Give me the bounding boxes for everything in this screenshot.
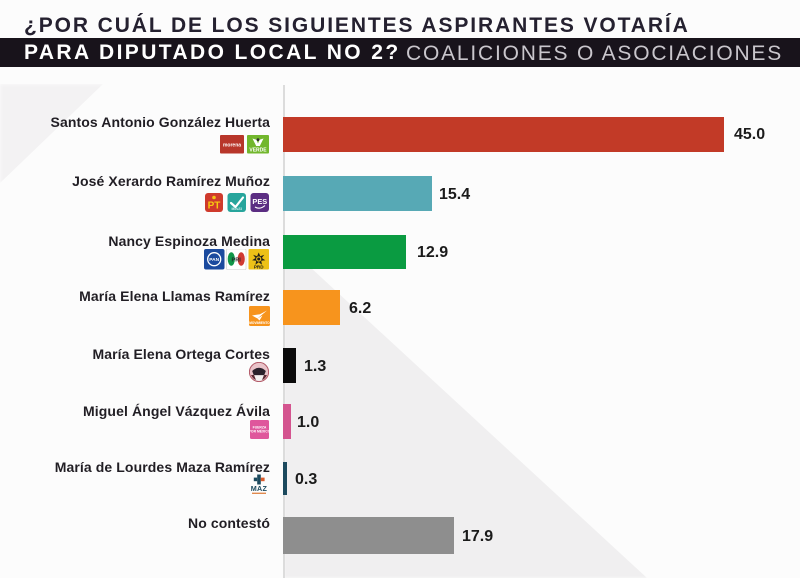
svg-text:PES: PES	[252, 197, 267, 206]
svg-text:morena: morena	[223, 143, 241, 149]
svg-text:POR MÉXICO: POR MÉXICO	[250, 429, 269, 434]
svg-text:MAZ: MAZ	[251, 484, 268, 493]
svg-text:PRI: PRI	[232, 257, 242, 263]
svg-text:PRD: PRD	[254, 264, 264, 269]
svg-text:PAN: PAN	[209, 257, 219, 263]
svg-text:Mov23: Mov23	[232, 207, 243, 211]
svg-text:PT: PT	[208, 201, 221, 212]
svg-text:MOVIMIENTO: MOVIMIENTO	[249, 321, 270, 325]
svg-text:FUERZA: FUERZA	[253, 426, 267, 430]
svg-text:VERDE: VERDE	[249, 148, 267, 154]
